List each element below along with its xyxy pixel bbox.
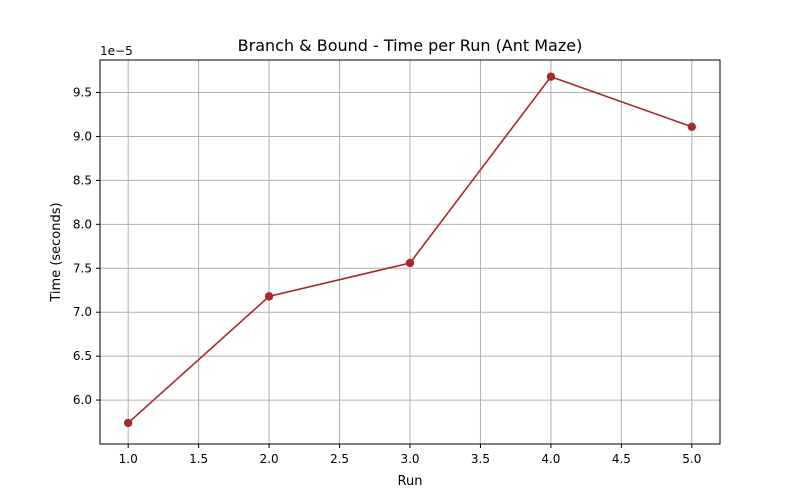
chart-title: Branch & Bound - Time per Run (Ant Maze)	[238, 36, 583, 55]
y-tick-label: 7.0	[73, 305, 92, 319]
y-tick-label: 6.5	[73, 349, 92, 363]
data-point	[687, 122, 697, 131]
x-axis: 1.0 1.5 2.0 2.5 3.0 3.5 4.0 4.5 5.0	[119, 444, 701, 466]
y-axis: 6.0 6.5 7.0 7.5 8.0 8.5 9.0 9.5	[73, 86, 100, 407]
grid	[100, 60, 720, 444]
y-tick-label: 9.0	[73, 129, 92, 143]
x-tick-label: 3.0	[400, 452, 419, 466]
data-point	[264, 292, 274, 301]
y-axis-offset-label: 1e−5	[100, 44, 133, 58]
x-tick-label: 3.5	[471, 452, 490, 466]
x-tick-label: 2.0	[260, 452, 279, 466]
y-tick-label: 9.5	[73, 86, 92, 100]
x-tick-label: 2.5	[330, 452, 349, 466]
y-tick-label: 6.0	[73, 393, 92, 407]
y-axis-label: Time (seconds)	[49, 202, 64, 302]
x-tick-label: 4.5	[612, 452, 631, 466]
y-tick-label: 8.0	[73, 217, 92, 231]
data-point	[123, 418, 133, 428]
series-layer	[123, 72, 697, 428]
y-tick-label: 8.5	[73, 173, 92, 187]
y-tick-label: 7.5	[73, 261, 92, 275]
x-tick-label: 1.5	[189, 452, 208, 466]
data-point	[546, 72, 556, 81]
x-tick-label: 5.0	[682, 452, 701, 466]
x-axis-label: Run	[398, 474, 423, 489]
x-tick-label: 4.0	[541, 452, 560, 466]
data-point	[405, 258, 415, 268]
x-tick-label: 1.0	[119, 452, 138, 466]
